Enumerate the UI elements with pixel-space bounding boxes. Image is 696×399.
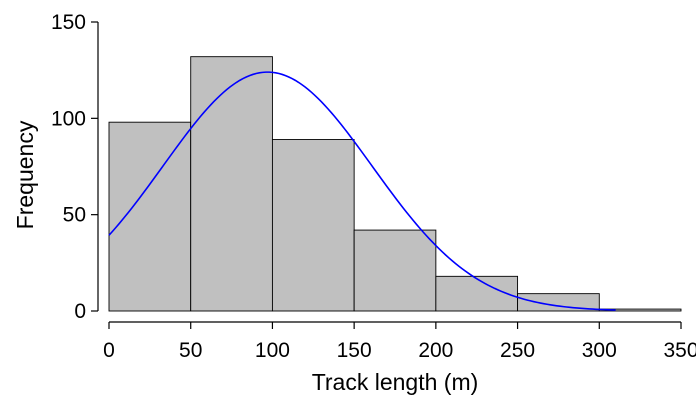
normal-fit-curve [108, 71, 616, 311]
histogram-bar [271, 139, 355, 312]
x-tick-label: 50 [179, 339, 202, 362]
bars [108, 56, 682, 312]
y-axis-title: Frequency [12, 120, 38, 229]
x-axis-title: Track length (m) [312, 369, 479, 395]
y-tick-label: 0 [74, 300, 86, 323]
histogram-bar [190, 56, 273, 312]
y-tick-label: 50 [63, 204, 86, 227]
x-tick-label: 0 [103, 339, 115, 362]
fit-curve-layer [108, 71, 616, 311]
x-tick-label: 150 [337, 339, 372, 362]
y-ticks: 0 50 100 150 [51, 11, 98, 323]
axes: 0 50 100 150 200 250 300 350 0 50 100 150 [51, 11, 696, 362]
histogram-bar [435, 275, 519, 312]
y-tick-label: 100 [51, 107, 86, 130]
histogram-bar [108, 121, 192, 312]
x-tick-label: 100 [255, 339, 290, 362]
y-tick-label: 150 [51, 11, 86, 34]
x-tick-label: 300 [582, 339, 617, 362]
histogram-bar [353, 229, 437, 312]
x-tick-label: 350 [663, 339, 696, 362]
x-ticks: 0 50 100 150 200 250 300 350 [103, 322, 696, 362]
histogram-bar [517, 293, 600, 312]
x-tick-label: 200 [418, 339, 453, 362]
x-tick-label: 250 [500, 339, 535, 362]
